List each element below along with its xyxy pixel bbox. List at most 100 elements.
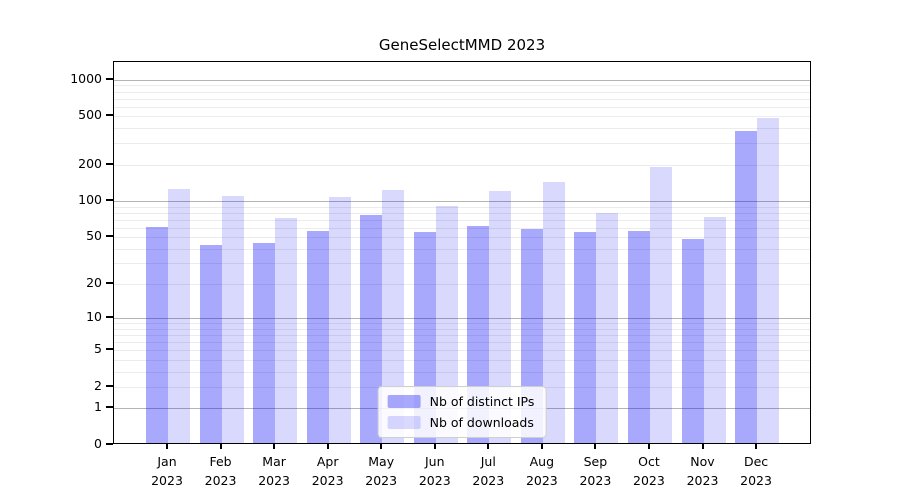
x-tick-label-month: Jan	[157, 454, 177, 469]
bar-downloads-oct	[649, 166, 672, 443]
gridline-minor-4	[114, 359, 810, 361]
gridline-minor-500	[114, 116, 810, 118]
gridline-minor-300	[114, 143, 810, 145]
x-tick-label-year: 2023	[151, 473, 183, 488]
y-tick-label-100: 100	[78, 191, 102, 207]
x-tick-label-year: 2023	[418, 473, 451, 488]
x-tick-label-nov: Nov 2023	[673, 452, 733, 490]
x-tick-label-mar: Mar 2023	[244, 452, 304, 490]
bar-distinct-ips-nov	[681, 239, 704, 443]
x-tick-label-year: 2023	[311, 473, 344, 488]
bar-downloads-jul	[489, 190, 512, 443]
bar-downloads-mar	[275, 217, 298, 443]
y-tick-500	[106, 114, 113, 117]
y-tick-2	[106, 384, 113, 387]
x-tick-label-may: May 2023	[351, 452, 411, 490]
x-tick-mar	[273, 444, 276, 449]
gridline-minor-400	[114, 128, 810, 130]
x-tick-label-year: 2023	[472, 473, 505, 488]
x-tick-aug	[540, 444, 543, 449]
gridline-minor-3	[114, 371, 810, 373]
bar-downloads-jun	[435, 206, 458, 443]
x-tick-label-month: Oct	[638, 454, 660, 469]
y-tick-label-10: 10	[86, 309, 102, 325]
gridline-minor-80	[114, 212, 810, 214]
x-tick-label-oct: Oct 2023	[619, 452, 679, 490]
legend-item-downloads: Nb of downloads	[387, 415, 535, 430]
gridline-minor-90	[114, 206, 810, 208]
y-tick-0	[106, 443, 113, 445]
y-tick-50	[106, 235, 113, 238]
y-tick-label-2: 2	[94, 377, 102, 393]
bar-distinct-ips-sep	[574, 232, 597, 443]
bar-downloads-sep	[596, 212, 619, 443]
gridline-minor-9	[114, 323, 810, 325]
y-tick-1000	[106, 77, 113, 80]
legend-label-downloads: Nb of downloads	[429, 415, 534, 430]
bar-distinct-ips-dec	[735, 130, 758, 443]
y-tick-20	[106, 282, 113, 285]
y-tick-label-1000: 1000	[70, 70, 102, 86]
bar-distinct-ips-oct	[627, 231, 650, 443]
gridline-minor-40	[114, 248, 810, 250]
x-tick-jan	[166, 444, 168, 449]
gridline-minor-5	[114, 350, 810, 352]
y-tick-5	[106, 348, 113, 351]
bar-downloads-feb	[221, 196, 244, 443]
x-tick-label-dec: Dec 2023	[726, 452, 786, 490]
x-tick-oct	[647, 444, 650, 449]
gridline-minor-800	[114, 91, 810, 93]
x-tick-label-year: 2023	[579, 473, 612, 488]
gridline-major-100	[114, 200, 810, 202]
x-tick-label-aug: Aug 2023	[512, 452, 572, 490]
gridline-major-1000	[114, 79, 810, 81]
x-tick-label-jul: Jul 2023	[458, 452, 518, 490]
x-tick-label-year: 2023	[258, 473, 290, 488]
gridline-minor-600	[114, 106, 810, 108]
x-tick-label-month: Nov	[690, 454, 715, 469]
y-tick-label-200: 200	[78, 155, 102, 171]
y-tick-label-20: 20	[86, 275, 102, 291]
bar-distinct-ips-feb	[199, 245, 222, 443]
x-tick-label-month: Apr	[316, 454, 339, 469]
x-tick-apr	[326, 444, 329, 449]
x-tick-jul	[487, 444, 490, 449]
x-tick-nov	[701, 444, 704, 449]
y-tick-label-50: 50	[86, 228, 102, 244]
x-tick-feb	[219, 444, 222, 449]
gridline-minor-900	[114, 85, 810, 87]
x-tick-label-month: Aug	[529, 454, 555, 469]
x-tick-label-month: May	[368, 454, 395, 469]
x-tick-label-feb: Feb 2023	[191, 452, 251, 490]
x-tick-label-month: Mar	[262, 454, 286, 469]
x-tick-label-year: 2023	[365, 473, 398, 488]
bar-distinct-ips-apr	[306, 231, 329, 443]
x-tick-label-year: 2023	[204, 473, 237, 488]
legend-swatch-downloads	[387, 416, 421, 429]
x-tick-label-month: Dec	[743, 454, 769, 469]
bar-downloads-aug	[542, 182, 565, 443]
gridline-minor-200	[114, 164, 810, 166]
bar-distinct-ips-may	[360, 214, 383, 443]
gridline-minor-60	[114, 227, 810, 229]
legend: Nb of distinct IPs Nb of downloads	[377, 386, 547, 438]
y-tick-10	[106, 316, 113, 319]
x-tick-may	[380, 444, 383, 449]
legend-label-distinct-ips: Nb of distinct IPs	[429, 394, 535, 409]
bar-downloads-jan	[168, 189, 190, 443]
bar-distinct-ips-mar	[253, 242, 276, 443]
gridline-minor-700	[114, 98, 810, 100]
x-tick-dec	[755, 444, 758, 449]
bar-distinct-ips-jan	[146, 226, 168, 443]
bar-downloads-apr	[328, 197, 351, 443]
y-tick-1	[106, 406, 113, 409]
y-tick-label-1: 1	[94, 399, 102, 415]
x-tick-label-sep: Sep 2023	[565, 452, 625, 490]
x-tick-label-year: 2023	[686, 473, 719, 488]
legend-item-distinct-ips: Nb of distinct IPs	[387, 394, 535, 409]
gridline-minor-7	[114, 335, 810, 337]
y-tick-label-500: 500	[78, 107, 102, 123]
gridline-minor-20	[114, 284, 810, 286]
gridline-major-10	[114, 318, 810, 320]
